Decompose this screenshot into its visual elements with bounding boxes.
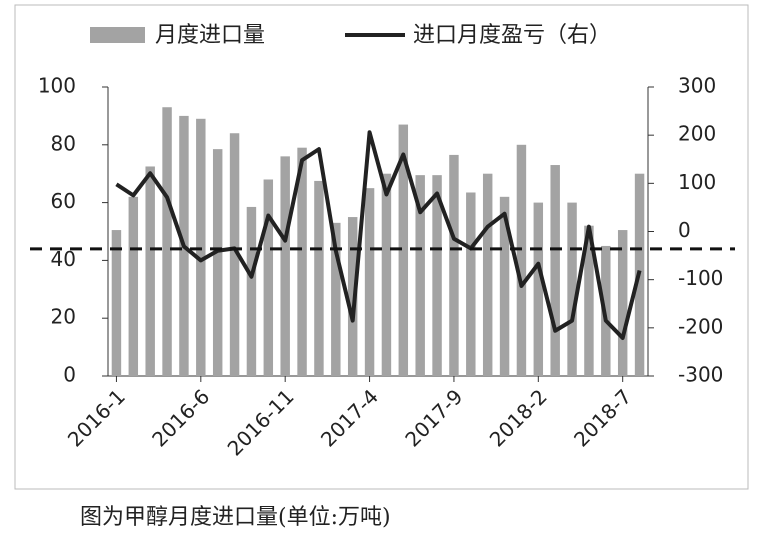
- y-tick-label: 20: [51, 305, 76, 329]
- bar: [415, 175, 425, 376]
- bar: [466, 192, 476, 376]
- y2-tick-label: -100: [678, 266, 723, 290]
- bar: [280, 156, 290, 376]
- x-tick-label: 2016-6: [147, 384, 214, 451]
- legend-swatch: [90, 27, 145, 43]
- y2-tick-label: -300: [678, 363, 723, 387]
- x-tick-label: 2017-4: [316, 384, 383, 451]
- bar: [432, 175, 442, 376]
- y-tick-label: 60: [51, 189, 76, 213]
- bar: [347, 217, 358, 376]
- y-tick-label: 80: [51, 131, 76, 155]
- bar: [567, 202, 577, 376]
- y-tick-label: 100: [38, 74, 76, 98]
- x-tick-label: 2018-7: [569, 384, 636, 451]
- chart-border: [14, 4, 749, 490]
- legend-label: 进口月度盈亏（右）: [413, 23, 611, 48]
- x-tick-label: 2016-11: [223, 384, 299, 460]
- bar: [499, 196, 510, 376]
- y-tick-label: 40: [51, 247, 76, 271]
- bar: [263, 179, 274, 376]
- y2-tick-label: -200: [678, 314, 723, 338]
- y2-tick-label: 200: [678, 122, 716, 146]
- bar: [398, 124, 409, 376]
- bar: [246, 206, 257, 376]
- bar: [314, 180, 324, 376]
- bar: [516, 144, 527, 376]
- bar: [162, 107, 172, 376]
- bar: [212, 149, 223, 376]
- bar: [364, 188, 375, 376]
- bar: [449, 154, 459, 376]
- x-tick-label: 2017-9: [400, 384, 467, 451]
- y2-tick-label: 100: [678, 170, 716, 194]
- caption: 图为甲醇月度进口量(单位:万吨): [80, 505, 391, 530]
- bar: [584, 225, 594, 376]
- bar: [550, 165, 560, 376]
- bar: [297, 147, 307, 376]
- line: [115, 130, 642, 340]
- y2-tick-label: 300: [678, 74, 716, 98]
- x-tick-label: 2018-2: [485, 384, 552, 451]
- y2-tick-label: 0: [678, 218, 691, 242]
- bar: [617, 230, 628, 376]
- bar: [482, 173, 493, 376]
- y-tick-label: 0: [63, 363, 76, 387]
- bar: [229, 133, 240, 376]
- bar: [381, 173, 392, 376]
- legend-label: 月度进口量: [155, 23, 265, 48]
- bar: [533, 202, 544, 376]
- bar: [331, 222, 341, 376]
- bar: [128, 196, 139, 376]
- bar: [111, 230, 122, 376]
- x-tick-label: 2016-1: [63, 384, 130, 451]
- bar: [145, 166, 155, 376]
